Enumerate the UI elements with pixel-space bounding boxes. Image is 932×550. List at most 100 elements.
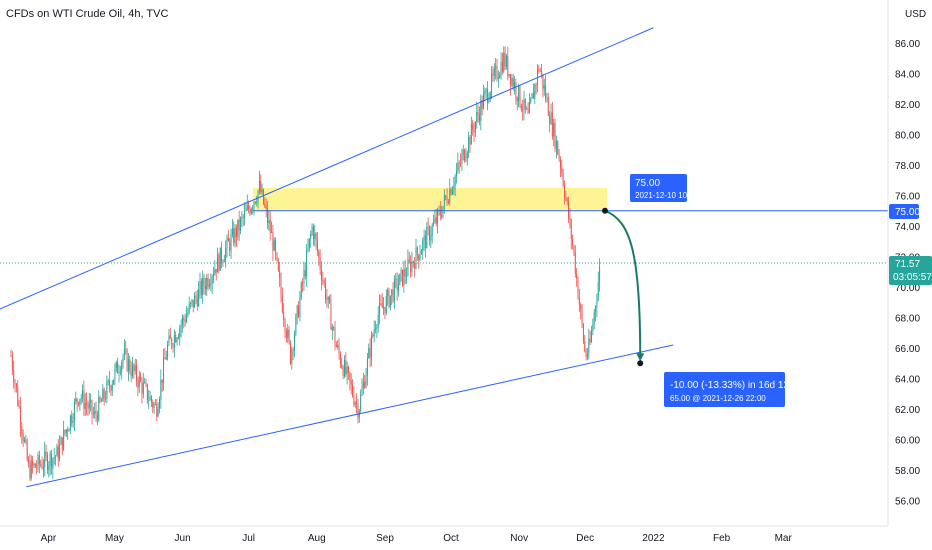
candle-body [133, 364, 135, 372]
candle-body [165, 357, 167, 360]
candle-body [59, 444, 61, 460]
candle-body [385, 296, 387, 314]
candle-body [565, 197, 567, 199]
candle-body [574, 252, 576, 274]
candle-body [422, 240, 424, 252]
candle-body [589, 338, 591, 342]
candle-body [250, 209, 252, 214]
candle-body [55, 456, 57, 458]
y-tick-label: 60.00 [895, 436, 920, 447]
candle-body [246, 205, 248, 210]
projection-label[interactable]: -10.00 (-13.33%) in 16d 12h 65.00 @ 2021… [664, 372, 795, 407]
candle-body [377, 314, 379, 327]
candle-body [221, 247, 223, 262]
candle-body [462, 149, 464, 155]
projection-arrow[interactable] [604, 209, 642, 356]
candle-body [573, 245, 575, 253]
candle-body [65, 429, 67, 434]
candle-body [90, 400, 92, 403]
candle-body [364, 381, 366, 388]
candle-body [507, 56, 509, 76]
candle-body [308, 238, 310, 249]
candle-body [411, 261, 413, 273]
candle-body [130, 371, 132, 376]
candle-body [396, 278, 398, 291]
candle-body [140, 376, 142, 382]
x-tick-label: Jun [175, 533, 191, 544]
x-tick-label: Feb [713, 533, 731, 544]
candle-body [441, 215, 443, 217]
candle-body [171, 338, 173, 346]
candle-body [519, 85, 521, 106]
candle-body [366, 358, 368, 376]
candle-body [280, 278, 282, 296]
candle-body [223, 260, 225, 262]
candle-body [559, 159, 561, 168]
candle-body [91, 400, 93, 415]
candle-body [32, 460, 34, 466]
candle-body [578, 298, 580, 305]
candle-body [10, 355, 12, 357]
candle-body [323, 280, 325, 283]
candle-body [84, 402, 86, 409]
candle-body [557, 140, 559, 155]
candle-body [322, 280, 324, 282]
price-callout[interactable]: 75.00 2021-12-10 10:00 [630, 174, 699, 202]
candle-body [103, 389, 105, 399]
projection-start-point[interactable] [602, 207, 608, 214]
callout-datetime: 2021-12-10 10:00 [635, 191, 699, 200]
candle-body [460, 163, 462, 165]
candle-body [261, 189, 263, 193]
candle-body [439, 209, 441, 216]
candle-body [262, 189, 264, 204]
candle-body [267, 208, 268, 223]
candle-body [203, 277, 205, 287]
candle-body [252, 208, 254, 210]
candle-body [478, 114, 480, 121]
candle-body [303, 270, 305, 284]
candle-body [110, 386, 112, 391]
candle-body [125, 349, 127, 351]
candle-body [61, 437, 63, 450]
candle-body [443, 195, 445, 207]
candle-body [307, 248, 309, 251]
x-tick-label: Jul [242, 533, 255, 544]
candle-body [372, 335, 374, 337]
candle-body [256, 202, 258, 203]
y-tick-label: 82.00 [895, 100, 920, 111]
candle-body [431, 225, 433, 236]
candle-body [504, 52, 506, 67]
candle-body [449, 188, 451, 203]
candle-body [380, 303, 382, 304]
candle-body [597, 282, 599, 300]
candle-body [414, 263, 416, 269]
projection-end-point[interactable] [637, 360, 644, 367]
candle-body [46, 455, 48, 471]
lower-trendline[interactable] [26, 344, 674, 488]
candle-body [546, 97, 548, 99]
candle-body [211, 276, 213, 285]
candle-body [99, 397, 101, 402]
candle-body [537, 68, 538, 85]
candle-body [480, 100, 482, 121]
upper-trendline[interactable] [0, 27, 654, 318]
candle-body [465, 157, 467, 161]
candle-body [527, 109, 529, 114]
candle-body [207, 278, 209, 287]
candle-body [310, 234, 312, 239]
currency-label[interactable]: USD [905, 9, 926, 20]
candle-body [518, 85, 520, 102]
candle-body [503, 52, 505, 72]
candle-body [472, 123, 474, 130]
candle-body [588, 338, 590, 355]
candle-body [477, 112, 479, 115]
y-tick-label: 80.00 [895, 131, 920, 142]
candle-body [442, 206, 444, 217]
resistance-zone[interactable] [253, 187, 608, 211]
candle-body [129, 359, 131, 372]
candle-body [360, 395, 362, 411]
candle-body [183, 317, 185, 320]
candle-body [454, 175, 456, 187]
candle-body [426, 227, 428, 249]
